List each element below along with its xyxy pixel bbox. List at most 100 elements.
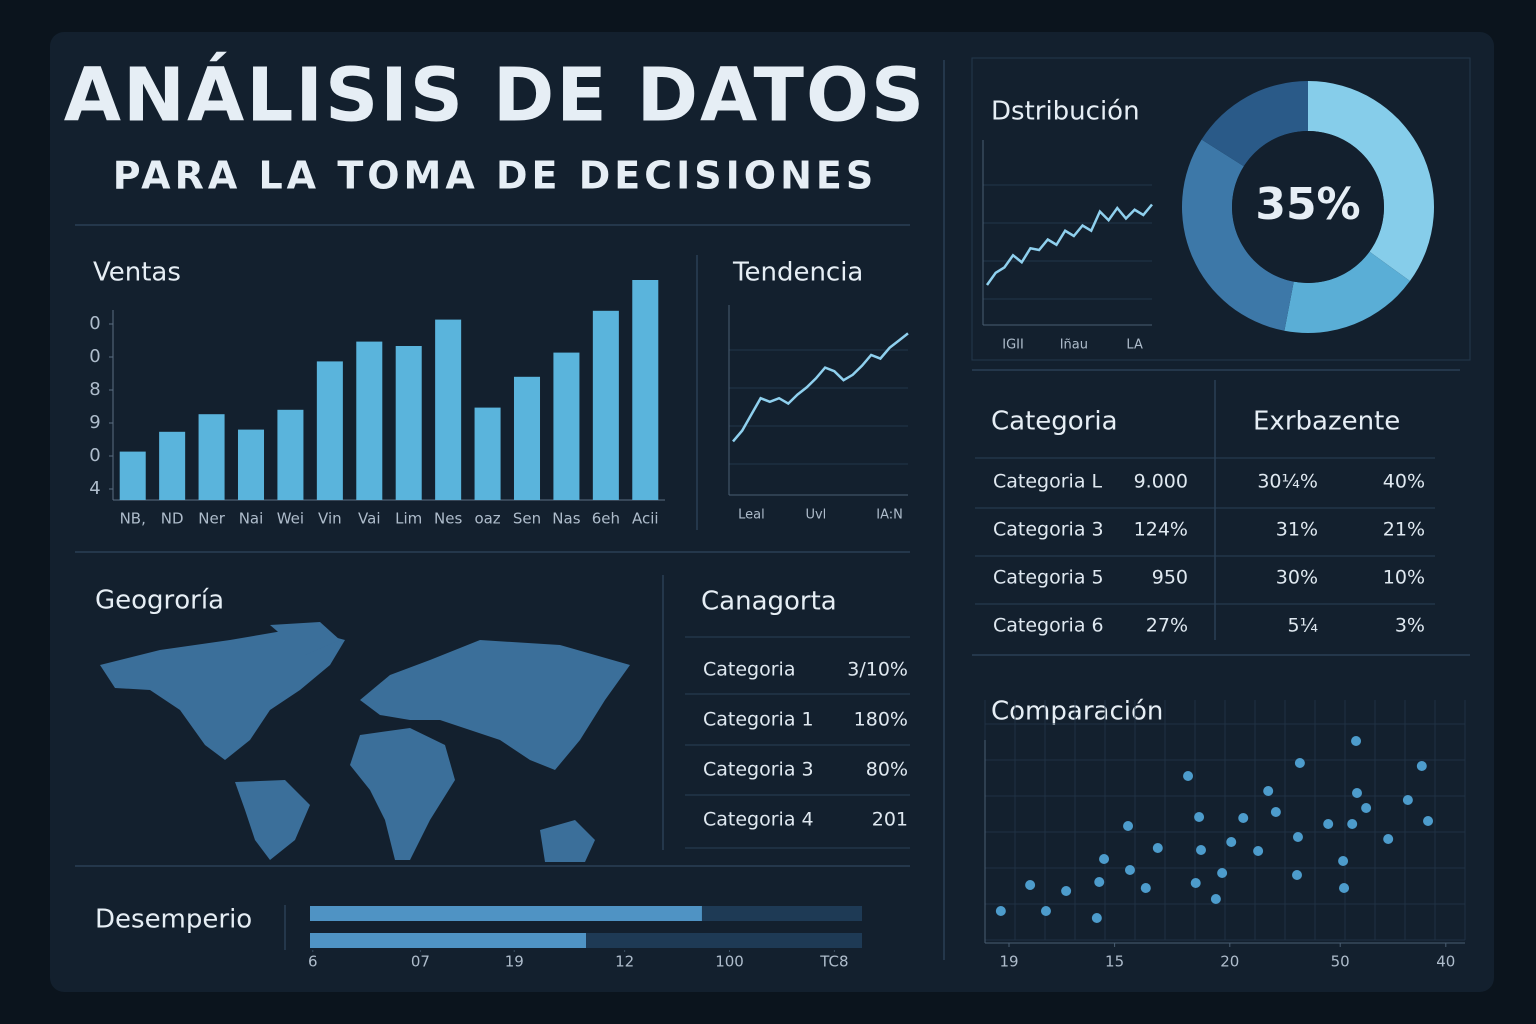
bar <box>395 346 422 500</box>
table-cell: 10% <box>1383 567 1425 589</box>
page-subtitle: PARA LA TOMA DE DECISIONES <box>113 154 877 198</box>
y-tick-label: 0 <box>89 445 100 466</box>
scatter-point <box>1294 758 1305 768</box>
center-label: 35% <box>1255 179 1360 230</box>
bar <box>356 341 383 500</box>
table-cell: 180% <box>854 709 908 731</box>
scatter-point <box>1099 854 1110 864</box>
bar <box>237 429 265 500</box>
scatter-point <box>1423 816 1434 826</box>
scatter-point <box>1194 812 1205 822</box>
scatter-point <box>1217 868 1228 878</box>
table-cell: 27% <box>1146 615 1188 637</box>
scatter-point <box>1183 771 1194 781</box>
x-tick-label: Wei <box>277 510 304 528</box>
bar <box>553 352 580 500</box>
scatter-point <box>1253 846 1264 856</box>
north-america <box>100 628 345 760</box>
x-tick-label: Uvl <box>805 508 826 523</box>
chart-title: Dstribución <box>991 97 1140 127</box>
y-tick-label: 9 <box>89 412 100 433</box>
table-header: Categoria <box>991 407 1118 437</box>
x-tick-label: 07 <box>411 953 430 971</box>
scatter-point <box>1270 807 1281 817</box>
x-tick-label: Vai <box>358 510 380 528</box>
x-tick-label: 20 <box>1220 953 1239 971</box>
x-tick-label: IA:N <box>876 508 903 523</box>
y-tick-label: 8 <box>89 379 100 400</box>
table-cell: Categoria <box>703 659 795 681</box>
line <box>985 203 1153 286</box>
x-tick-label: Acii <box>632 510 659 528</box>
scatter-point <box>1025 880 1036 890</box>
table-cell: 5¼ <box>1287 615 1318 637</box>
table-cell: 21% <box>1383 519 1425 541</box>
table-cell: 3/10% <box>847 659 908 681</box>
x-tick-label: Vin <box>318 510 342 528</box>
bar <box>119 451 146 500</box>
page-title: ANÁLISIS DE DATOS <box>64 51 926 139</box>
scatter-point <box>1263 786 1274 796</box>
table-cell: 3% <box>1395 615 1425 637</box>
chart-title: Tendencia <box>732 258 863 288</box>
scatter-point <box>1383 834 1394 844</box>
x-tick-label: 50 <box>1331 953 1350 971</box>
scatter-point <box>1351 736 1362 746</box>
chart-title: Comparación <box>991 697 1163 727</box>
scatter-point <box>1124 865 1135 875</box>
scatter-point <box>1352 788 1362 798</box>
table-header: Exrbazente <box>1253 407 1400 437</box>
x-tick-label: Nai <box>239 510 264 528</box>
x-tick-label: oaz <box>474 510 500 528</box>
scatter-point <box>1323 819 1334 829</box>
south-america <box>235 780 310 860</box>
scatter-point <box>1196 845 1206 855</box>
scatter-point <box>1123 821 1134 831</box>
x-tick-label: LA <box>1126 338 1143 353</box>
bar <box>592 310 619 500</box>
box <box>971 57 1471 361</box>
x-tick-label: 19 <box>505 953 524 971</box>
bar <box>198 414 225 500</box>
x-tick-label: 19 <box>999 953 1018 971</box>
scatter-point <box>1210 894 1221 904</box>
donut-segment <box>1284 251 1410 333</box>
table-cell: 950 <box>1152 567 1188 589</box>
bar <box>159 431 186 500</box>
table-cell: 40% <box>1383 471 1425 493</box>
table-cell: Categoria L <box>993 471 1103 493</box>
table-cell: 30% <box>1276 567 1318 589</box>
table-cell: Categoria 3 <box>993 519 1104 541</box>
x-tick-label: Iñau <box>1060 338 1088 353</box>
donut-segment <box>1201 81 1308 167</box>
line <box>732 332 909 443</box>
world-map <box>100 622 630 862</box>
scatter-point <box>1402 795 1413 805</box>
bar <box>435 319 462 500</box>
y-tick-label: 4 <box>89 478 100 499</box>
x-tick-label: Sen <box>513 510 541 528</box>
bar <box>316 361 343 500</box>
donut-segment <box>1308 81 1434 282</box>
scatter-point <box>1338 856 1349 866</box>
x-tick-label: ND <box>161 510 184 528</box>
x-tick-label: 6eh <box>592 510 620 528</box>
bar <box>632 280 659 500</box>
table-cell: Categoria 4 <box>703 809 814 831</box>
scatter-point <box>1094 877 1105 887</box>
table-cell: 9.000 <box>1134 471 1188 493</box>
scatter-point <box>995 906 1006 916</box>
x-tick-label: 15 <box>1105 953 1124 971</box>
table-cell: Categoria 5 <box>993 567 1104 589</box>
scatter-point <box>1040 906 1051 916</box>
x-tick-label: 40 <box>1436 953 1455 971</box>
donut-segment <box>1182 139 1294 331</box>
greenland <box>270 622 340 655</box>
table-cell: 80% <box>866 759 908 781</box>
bar <box>277 409 304 500</box>
section-title: Geogrоría <box>95 586 224 616</box>
donut-hole <box>1232 131 1384 283</box>
scatter-point <box>1347 819 1358 829</box>
y-tick-label: 0 <box>89 346 100 367</box>
x-tick-label: Nas <box>552 510 580 528</box>
